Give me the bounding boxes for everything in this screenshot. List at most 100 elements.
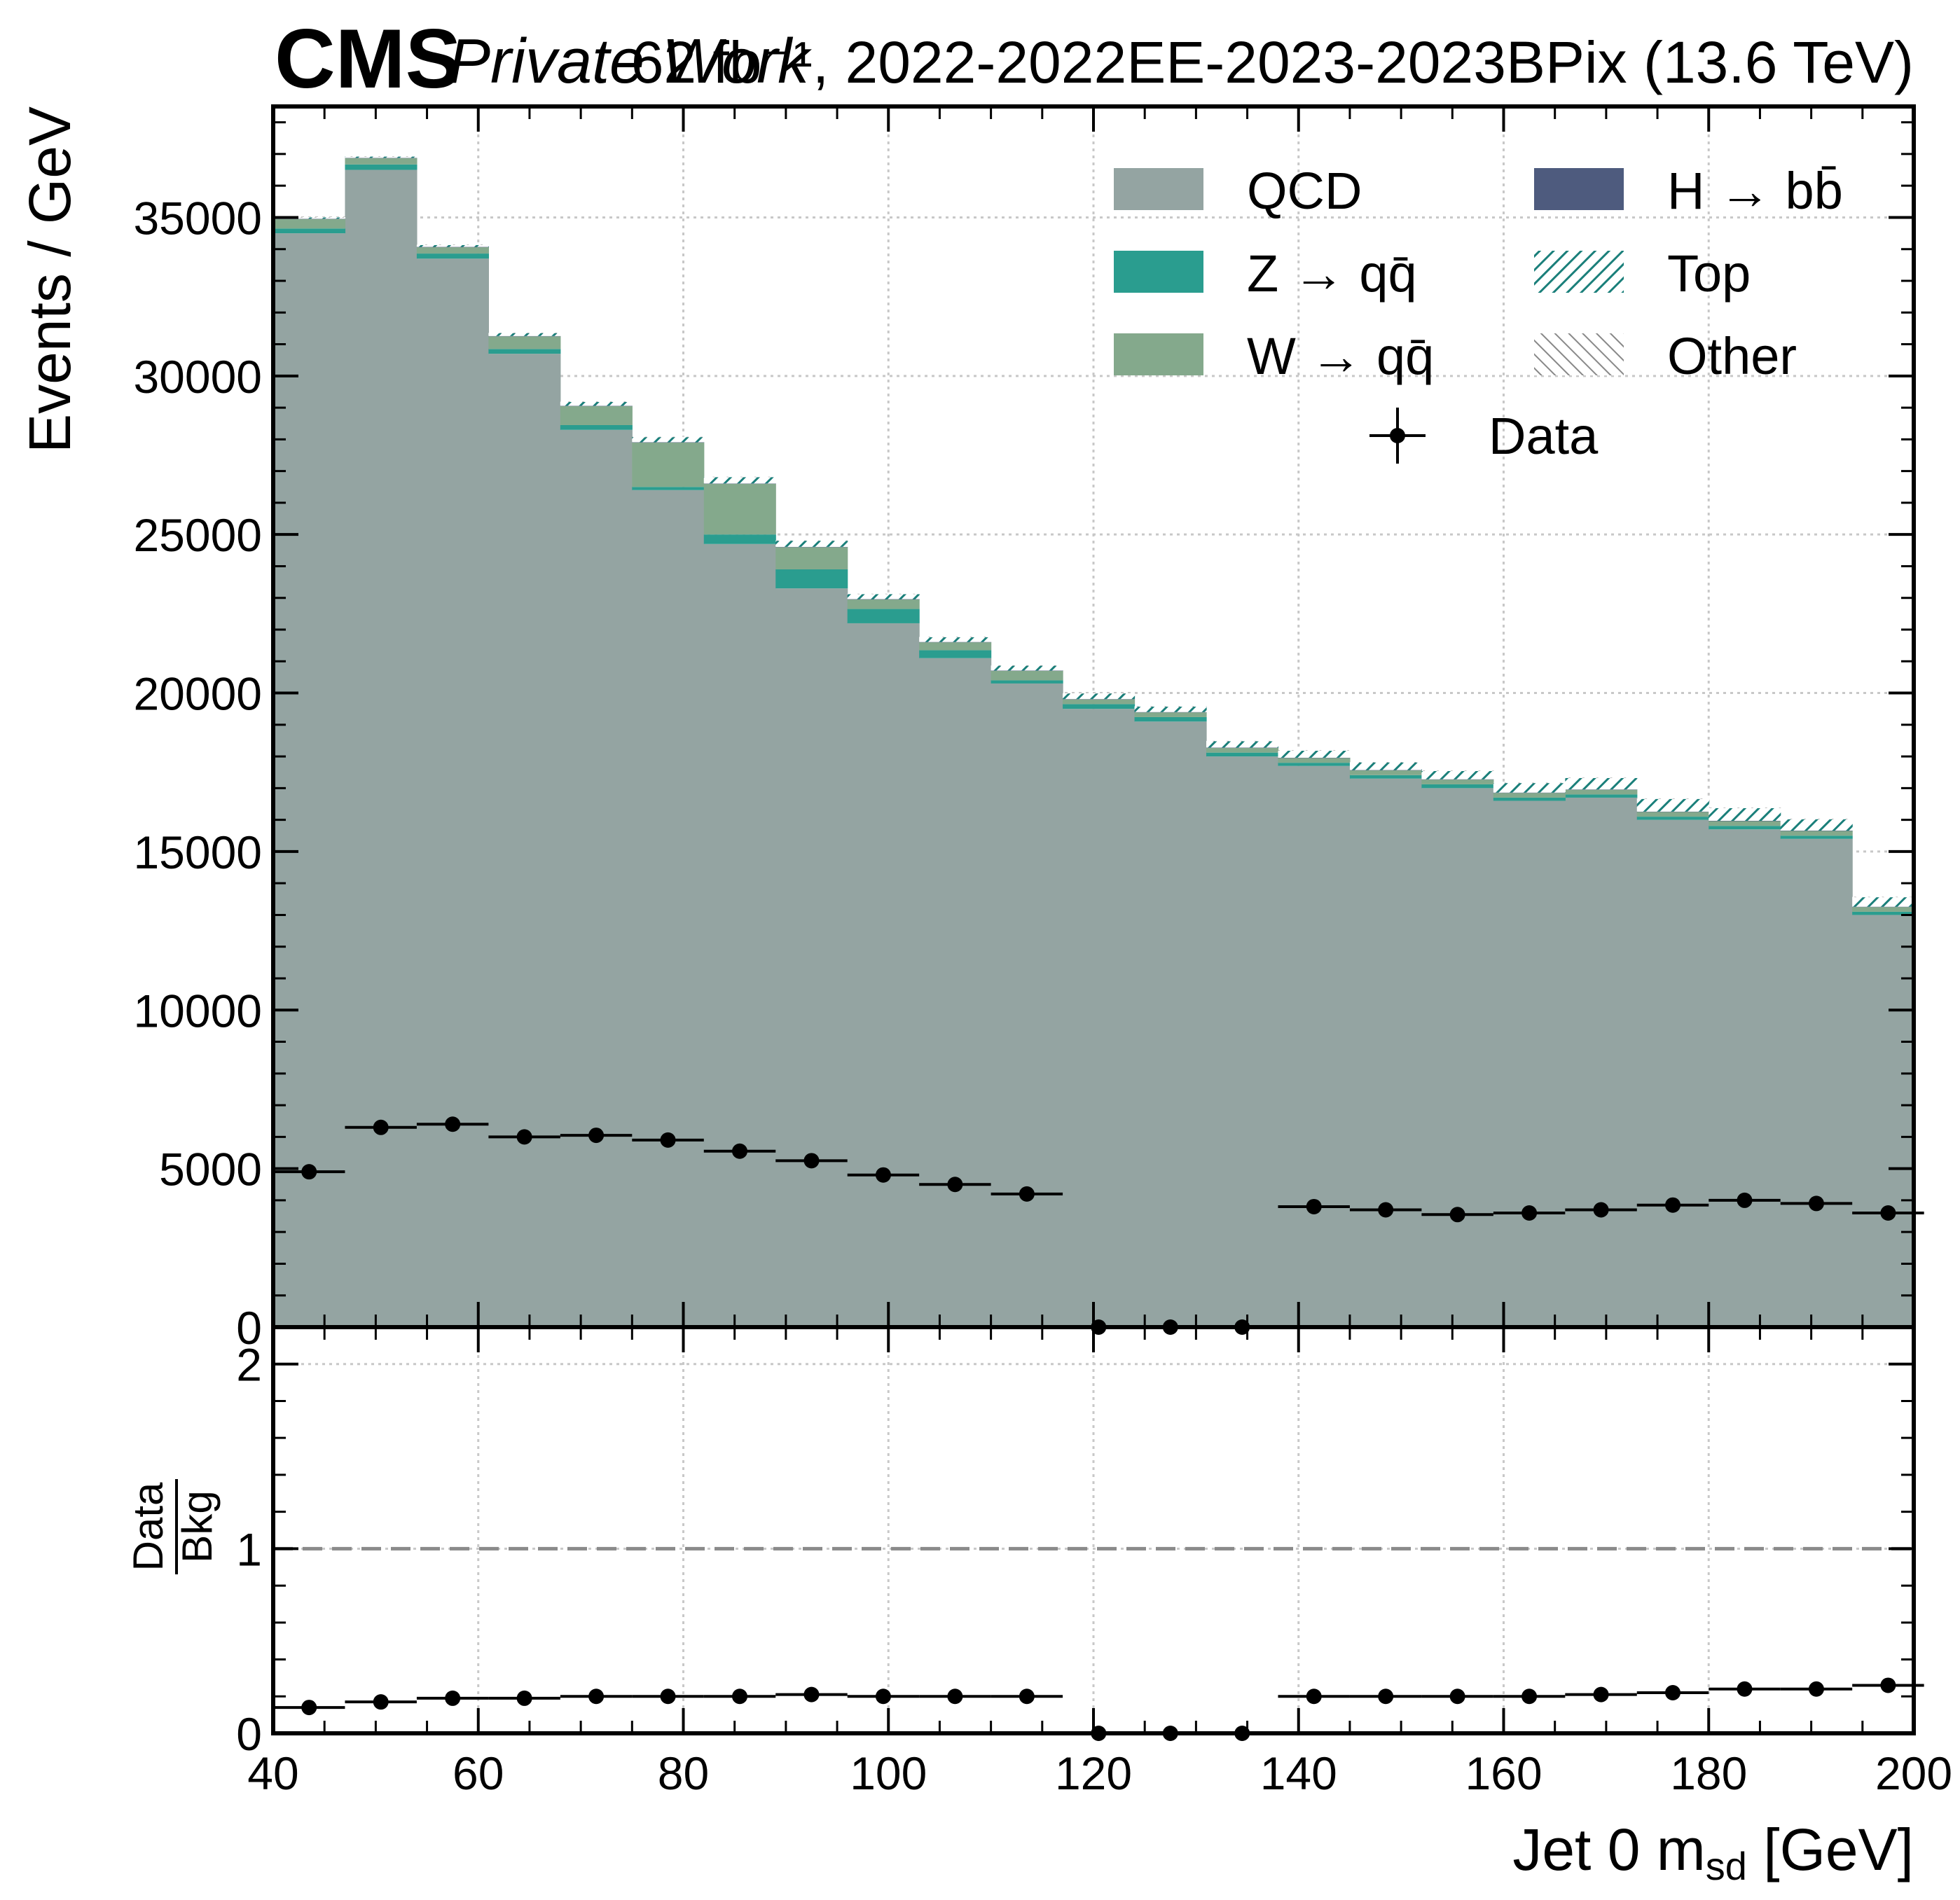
ratio-point-10 — [991, 1688, 1063, 1705]
data-point-1 — [345, 1119, 417, 1135]
stack-series-qcd — [273, 169, 1914, 1327]
ratio-point-5 — [632, 1688, 704, 1705]
bar-top-4 — [560, 401, 633, 406]
bar-qcd-0 — [273, 233, 346, 1327]
stacked-histogram — [273, 156, 1914, 1327]
main-ytick-label-5: 25000 — [133, 509, 262, 561]
bar-wqq-15 — [1349, 770, 1422, 775]
bar-qcd-8 — [847, 623, 920, 1327]
bar-other-0 — [273, 217, 346, 218]
ratio-point-1 — [345, 1694, 417, 1710]
data-point-17 — [1493, 1205, 1566, 1221]
legend-swatch-qcd — [1114, 168, 1203, 210]
legend-swatch-other — [1534, 333, 1624, 375]
bar-zqq-17 — [1493, 797, 1566, 801]
ratio-marker-21 — [1808, 1681, 1824, 1697]
data-point-8 — [847, 1167, 920, 1183]
bar-top-22 — [1852, 897, 1914, 907]
ratio-point-19 — [1636, 1685, 1709, 1700]
legend-swatch-hbb — [1534, 168, 1624, 210]
bar-qcd-3 — [488, 354, 561, 1327]
legend-swatch-zqq — [1114, 251, 1203, 293]
bar-wqq-1 — [345, 158, 417, 165]
bar-qcd-2 — [416, 258, 489, 1327]
stack-series-wqq — [273, 158, 1914, 912]
data-point-14 — [1278, 1198, 1350, 1214]
data-marker-0 — [301, 1164, 317, 1180]
bar-top-0 — [273, 217, 346, 219]
bar-top-8 — [847, 594, 920, 599]
ratio-marker-5 — [660, 1688, 676, 1705]
ratio-ticks — [272, 1327, 1915, 1735]
data-point-9 — [919, 1177, 991, 1193]
xtick-label-1: 60 — [453, 1747, 504, 1799]
bar-wqq-13 — [1206, 747, 1279, 753]
bar-zqq-14 — [1278, 763, 1351, 766]
bar-top-7 — [775, 541, 848, 547]
luminosity-label: 62 fb⁻¹, 2022-2022EE-2023-2023BPix (13.6… — [631, 29, 1914, 95]
data-point-10 — [991, 1186, 1063, 1202]
bar-hbb-7 — [775, 546, 848, 548]
ratio-frame — [271, 1325, 1916, 1735]
bar-qcd-14 — [1278, 765, 1351, 1327]
ratio-marker-2 — [445, 1690, 461, 1706]
ratio-point-14 — [1278, 1688, 1350, 1705]
ratio-ytick-label-0: 0 — [236, 1708, 262, 1760]
bar-wqq-21 — [1780, 831, 1853, 836]
data-marker-14 — [1306, 1198, 1322, 1214]
ratio-marker-17 — [1521, 1688, 1538, 1705]
legend-label-qcd: QCD — [1247, 162, 1362, 220]
bar-zqq-11 — [1063, 704, 1136, 709]
ratio-grid — [272, 1327, 1915, 1735]
ratio-marker-7 — [803, 1686, 820, 1703]
legend-entry-hbb: H → bb̄ — [1534, 162, 1843, 220]
x-tick-labels: 40 60 80 100 120 140 160 180 200 — [247, 1747, 1952, 1799]
bar-zqq-4 — [560, 424, 633, 430]
ratio-marker-0 — [301, 1700, 317, 1716]
y-axis-label: Events / GeV — [17, 106, 83, 453]
bar-hbb-15 — [1349, 770, 1422, 771]
bar-qcd-21 — [1780, 838, 1853, 1327]
data-point-15 — [1349, 1202, 1422, 1218]
bar-hbb-12 — [1134, 712, 1207, 713]
bar-qcd-7 — [775, 588, 848, 1327]
data-marker-1 — [373, 1119, 389, 1135]
bar-other-5 — [632, 436, 705, 438]
bar-wqq-19 — [1636, 812, 1709, 817]
bar-qcd-17 — [1493, 800, 1566, 1327]
bar-hbb-16 — [1421, 779, 1494, 780]
ratio-point-9 — [919, 1688, 991, 1705]
bar-other-22 — [1852, 896, 1914, 898]
bar-zqq-15 — [1349, 775, 1422, 779]
x-axis-label-unit: [GeV] — [1747, 1817, 1914, 1882]
ratio-ytick-label-1: 1 — [236, 1523, 262, 1575]
data-marker-8 — [875, 1167, 891, 1183]
ratio-marker-6 — [732, 1688, 748, 1705]
xtick-label-8: 200 — [1875, 1747, 1952, 1799]
data-marker-16 — [1449, 1207, 1465, 1223]
x-axis-label: Jet 0 msd [GeV] — [1512, 1817, 1914, 1888]
bar-wqq-2 — [416, 247, 489, 254]
bar-hbb-3 — [488, 335, 561, 337]
data-marker-19 — [1665, 1197, 1681, 1213]
data-marker-5 — [660, 1132, 676, 1148]
bar-hbb-2 — [416, 247, 489, 248]
main-y-tick-labels: 0 5000 10000 15000 20000 25000 30000 35000 — [133, 192, 262, 1354]
data-point-5 — [632, 1132, 704, 1148]
bar-top-11 — [1063, 693, 1136, 700]
bar-zqq-10 — [991, 680, 1063, 684]
bar-other-10 — [991, 665, 1063, 666]
bar-qcd-5 — [632, 490, 705, 1327]
ratio-point-15 — [1349, 1688, 1422, 1705]
bar-top-14 — [1278, 750, 1351, 758]
bar-zqq-22 — [1852, 911, 1914, 915]
ratio-point-3 — [488, 1690, 560, 1706]
bar-qcd-20 — [1709, 829, 1781, 1327]
bar-wqq-16 — [1421, 779, 1494, 784]
bar-wqq-3 — [488, 336, 561, 349]
data-point-0 — [273, 1164, 345, 1180]
x-axis-label-sub: sd — [1706, 1844, 1747, 1888]
data-marker-6 — [732, 1143, 748, 1159]
ratio-point-16 — [1421, 1688, 1493, 1705]
